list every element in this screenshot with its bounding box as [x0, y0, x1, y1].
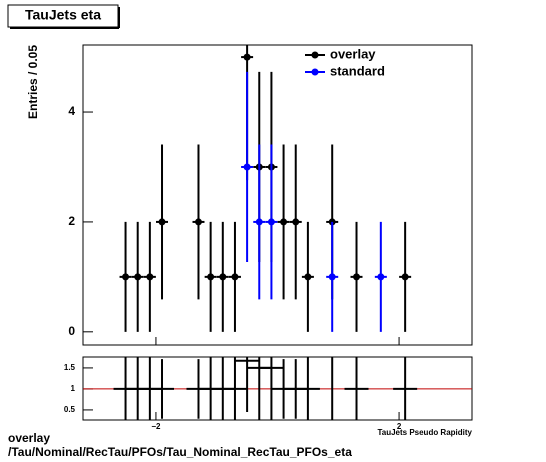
marker — [231, 273, 239, 281]
y-tick-label: 0.5 — [64, 405, 76, 414]
legend-label: standard — [330, 63, 385, 78]
x-tick-label: −2 — [151, 422, 161, 431]
plot-area — [83, 357, 472, 420]
marker — [243, 163, 251, 171]
marker — [207, 273, 215, 281]
marker — [158, 218, 166, 226]
marker — [304, 273, 312, 281]
y-tick-label: 4 — [68, 104, 75, 118]
y-tick-label: 2 — [68, 214, 75, 228]
marker — [243, 53, 251, 61]
legend-marker — [311, 68, 319, 76]
marker — [377, 273, 385, 281]
marker — [219, 273, 227, 281]
marker — [328, 273, 336, 281]
marker — [122, 273, 130, 281]
marker — [401, 273, 409, 281]
y-axis-label: Entries / 0.05 — [26, 45, 40, 119]
marker — [134, 273, 142, 281]
x-axis-label: TauJets Pseudo Rapidity — [377, 428, 472, 437]
marker — [146, 273, 154, 281]
marker — [194, 218, 202, 226]
marker — [267, 218, 275, 226]
y-tick-label: 0 — [68, 324, 75, 338]
x-tick-label: 2 — [397, 422, 402, 431]
marker — [353, 273, 361, 281]
marker — [255, 218, 263, 226]
legend-label: overlay — [330, 46, 376, 61]
footer-line: overlay — [8, 431, 50, 445]
plot-area — [119, 45, 412, 332]
y-tick-label: 1.5 — [64, 363, 76, 372]
y-tick-label: 1 — [71, 384, 76, 393]
legend-marker — [311, 51, 319, 59]
chart-title: TauJets eta — [25, 7, 101, 23]
footer-line: /Tau/Nominal/RecTau/PFOs/Tau_Nominal_Rec… — [8, 445, 352, 459]
marker — [292, 218, 300, 226]
plot-frame — [82, 44, 473, 346]
marker — [280, 218, 288, 226]
